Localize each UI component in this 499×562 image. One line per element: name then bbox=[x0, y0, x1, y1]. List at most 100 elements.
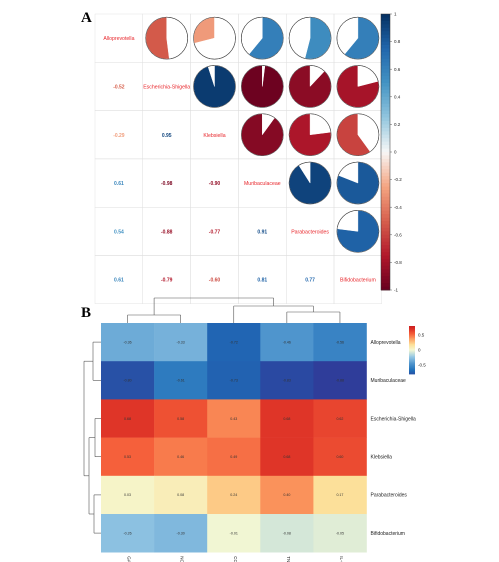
heatmap-row-label: Escherichia-Shigella bbox=[371, 416, 417, 422]
colorbar-segment bbox=[409, 330, 415, 333]
heatmap-value-label: 0.40 bbox=[283, 493, 290, 497]
colorbar-segment bbox=[381, 14, 390, 18]
colorbar-segment bbox=[381, 134, 390, 139]
heatmap-column-label: TNF-α bbox=[286, 556, 291, 562]
heatmap-cell bbox=[260, 399, 314, 438]
colorbar-segment bbox=[381, 241, 390, 246]
colorbar-segment bbox=[381, 117, 390, 122]
colorbar-segment bbox=[381, 62, 390, 67]
colorbar-segment bbox=[409, 363, 415, 365]
colorbar-segment bbox=[381, 189, 390, 194]
pie-outline bbox=[288, 113, 332, 156]
diagonal-label: Klebsiella bbox=[203, 133, 225, 139]
colorbar-segment bbox=[381, 45, 390, 49]
pie-outline bbox=[193, 16, 236, 60]
pie-outline bbox=[241, 16, 284, 60]
colorbar-segment bbox=[381, 76, 390, 80]
colorbar-segment bbox=[381, 41, 390, 46]
colorbar-segment bbox=[409, 372, 415, 375]
heatmap-cell bbox=[101, 514, 155, 553]
heatmap-value-label: 0.24 bbox=[230, 493, 237, 497]
coefficient-label: 0.95 bbox=[162, 133, 172, 139]
heatmap-value-label: 0.17 bbox=[336, 493, 343, 497]
heatmap-value-label: -0.05 bbox=[336, 531, 344, 535]
colorbar-segment bbox=[409, 360, 415, 363]
colorbar-segment bbox=[381, 96, 390, 101]
heatmap-value-label: -0.61 bbox=[177, 379, 185, 383]
colorbar-tick-label: -0.8 bbox=[394, 260, 402, 265]
pie-outline bbox=[336, 210, 380, 253]
heatmap-cell bbox=[101, 399, 155, 438]
dendrograms bbox=[83, 297, 341, 534]
heatmap-value-label: -0.36 bbox=[123, 340, 131, 344]
heatmap-value-label: -0.30 bbox=[177, 531, 185, 535]
colorbar-segment bbox=[381, 193, 390, 198]
colorbar-segment bbox=[381, 65, 390, 70]
pie-outline bbox=[241, 113, 284, 156]
colorbar-segment bbox=[381, 196, 390, 201]
colorbar-segment bbox=[409, 350, 415, 352]
colorbar-segment bbox=[409, 368, 415, 370]
colorbar-segment bbox=[409, 348, 415, 351]
heatmap-cell bbox=[313, 514, 367, 553]
pie-outline bbox=[336, 16, 380, 60]
colorbar-tick-label: 0.8 bbox=[394, 39, 401, 44]
colorbar-segment bbox=[409, 333, 415, 335]
colorbar-segment bbox=[381, 269, 390, 274]
colorbar-segment bbox=[381, 107, 390, 111]
heatmap-cell bbox=[154, 437, 208, 477]
colorbar-segment bbox=[381, 51, 390, 56]
heatmap-cell bbox=[313, 399, 367, 438]
colorbar-segment bbox=[381, 207, 390, 212]
colorbar-segment bbox=[381, 283, 390, 287]
heatmap-value-label: 0.43 bbox=[230, 417, 237, 421]
colorbar-segment bbox=[409, 328, 415, 330]
coefficient-label: 0.81 bbox=[257, 278, 267, 284]
colorbar-segment bbox=[381, 183, 390, 187]
heatmap-value-label: -0.83 bbox=[283, 379, 291, 383]
heatmap-value-label: -0.26 bbox=[123, 531, 131, 535]
heatmap-value-label: -0.56 bbox=[336, 340, 344, 344]
colorbar-segment bbox=[381, 227, 390, 232]
colorbar-segment bbox=[381, 141, 390, 146]
coefficient-label: 0.77 bbox=[305, 278, 315, 284]
colorbar-segment bbox=[409, 364, 415, 366]
colorbar-segment bbox=[409, 334, 415, 336]
colorbar-segment bbox=[381, 110, 390, 115]
heatmap-row-label: Bifidobacterium bbox=[371, 531, 405, 537]
heatmap-cell bbox=[207, 323, 261, 362]
colorbar-segment bbox=[381, 27, 390, 32]
colorbar-segment bbox=[409, 353, 415, 356]
colorbar-segment bbox=[381, 262, 390, 267]
colorbar-segment bbox=[381, 217, 390, 222]
colorbar-tick-label: 0 bbox=[394, 150, 397, 155]
colorbar-tick-label: 1 bbox=[394, 12, 397, 17]
colorbar-segment bbox=[381, 165, 390, 170]
heatmap-value-label: -0.33 bbox=[177, 340, 185, 344]
colorbar-segment bbox=[381, 265, 390, 270]
colorbar-segment bbox=[381, 120, 390, 125]
heatmap-value-label: 0.03 bbox=[124, 493, 131, 497]
colorbar-segment bbox=[381, 258, 390, 263]
heatmap-value-label: 0.58 bbox=[177, 417, 184, 421]
colorbar-segment bbox=[381, 245, 390, 249]
correlation-colorbar: 1 0.8 0.6 0.4 0.2 0 -0.2 -0.4 -0.6 -0.8 -1 bbox=[380, 12, 402, 293]
colorbar-segment bbox=[381, 248, 390, 253]
heatmap-cell bbox=[101, 475, 155, 515]
colorbar-segment bbox=[381, 124, 390, 129]
heatmap-cell bbox=[207, 399, 261, 438]
colorbar-segment bbox=[409, 371, 415, 374]
colorbar-segment bbox=[381, 210, 390, 215]
heatmap-cell bbox=[154, 475, 208, 515]
colorbar-segment bbox=[381, 158, 390, 163]
heatmap-value-label: -0.73 bbox=[230, 379, 238, 383]
colorbar-segment bbox=[381, 131, 390, 136]
colorbar-segment bbox=[381, 89, 390, 94]
colorbar-segment bbox=[409, 354, 415, 357]
colorbar-segment bbox=[381, 72, 390, 77]
colorbar-segment bbox=[409, 341, 415, 344]
panel-a-label: A bbox=[81, 10, 92, 26]
pie-outline bbox=[288, 16, 332, 60]
panel-b-label: B bbox=[81, 305, 91, 321]
heatmap-value-label: 0.68 bbox=[283, 417, 290, 421]
